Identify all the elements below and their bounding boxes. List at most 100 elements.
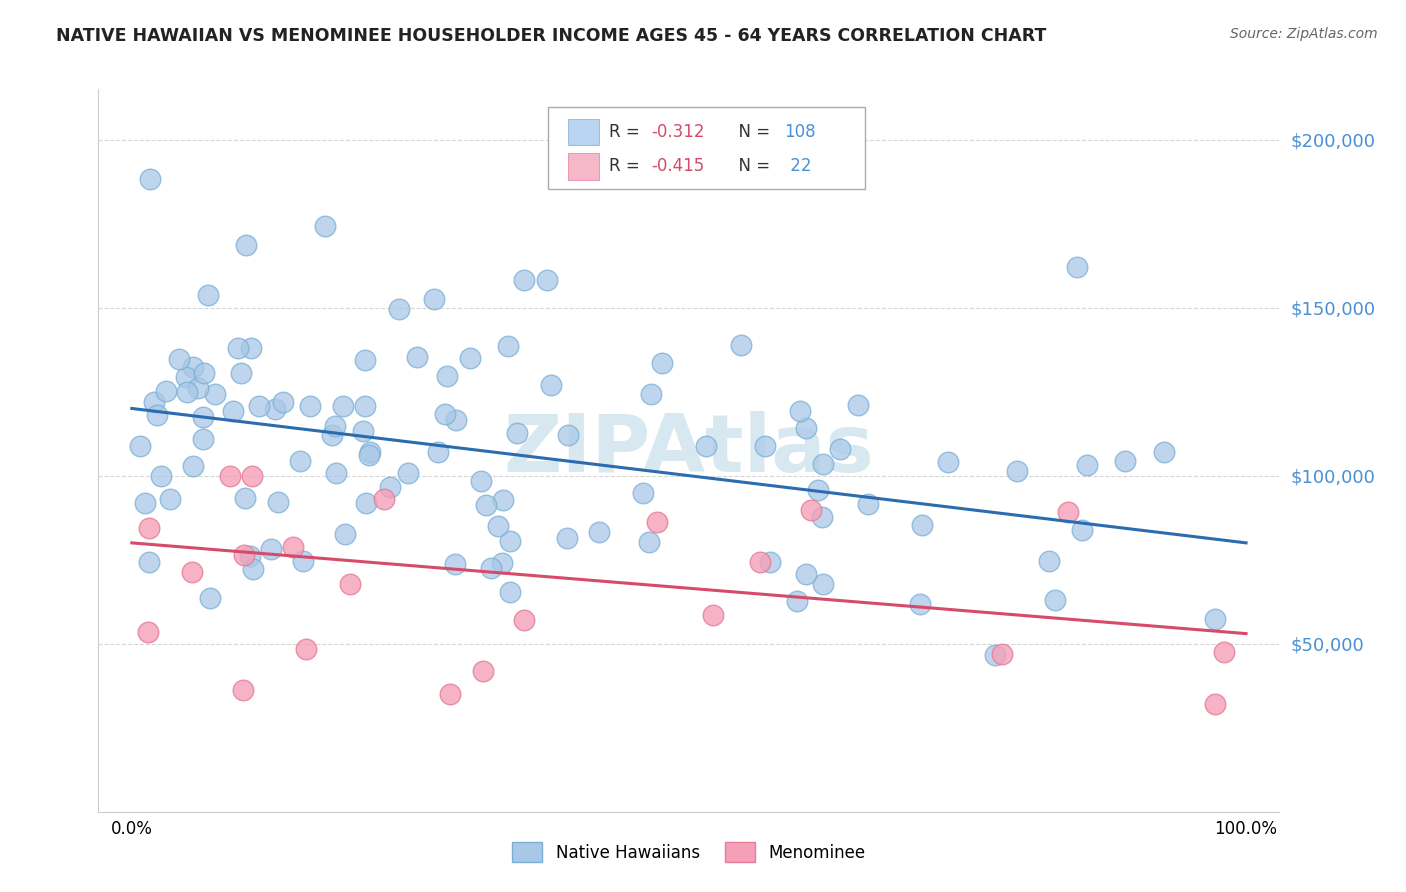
Point xyxy=(1212,645,1234,659)
Point xyxy=(540,378,562,392)
Point xyxy=(193,432,215,446)
Point xyxy=(354,496,377,510)
Point xyxy=(991,647,1014,661)
Point xyxy=(267,495,290,509)
Point xyxy=(339,577,361,591)
Text: NATIVE HAWAIIAN VS MENOMINEE HOUSEHOLDER INCOME AGES 45 - 64 YEARS CORRELATION C: NATIVE HAWAIIAN VS MENOMINEE HOUSEHOLDER… xyxy=(56,27,1046,45)
Point xyxy=(1043,593,1066,607)
Point xyxy=(936,454,959,468)
Point xyxy=(1153,445,1175,459)
Point xyxy=(557,428,579,442)
Point xyxy=(180,566,202,580)
Point xyxy=(242,562,264,576)
Point xyxy=(640,386,662,401)
Point xyxy=(811,457,834,471)
Point xyxy=(136,624,159,639)
Point xyxy=(325,466,347,480)
Point xyxy=(138,555,160,569)
Point xyxy=(273,395,295,409)
Point xyxy=(856,498,879,512)
Point xyxy=(588,524,610,539)
Point xyxy=(427,445,450,459)
Point xyxy=(423,292,446,306)
Point xyxy=(138,521,160,535)
Point xyxy=(239,549,262,563)
Text: R =: R = xyxy=(609,123,645,141)
Point xyxy=(198,591,221,606)
Point xyxy=(359,445,381,459)
Point xyxy=(333,527,356,541)
Point xyxy=(260,542,283,557)
Point xyxy=(651,356,673,370)
Point xyxy=(149,469,172,483)
Point xyxy=(181,360,204,375)
Point xyxy=(794,566,817,581)
Point xyxy=(204,387,226,401)
Point xyxy=(631,486,654,500)
Text: 108: 108 xyxy=(785,123,815,141)
Point xyxy=(155,384,177,399)
Point xyxy=(1204,612,1226,626)
Point xyxy=(174,370,197,384)
Text: Source: ZipAtlas.com: Source: ZipAtlas.com xyxy=(1230,27,1378,41)
Point xyxy=(1114,454,1136,468)
Point xyxy=(749,555,772,569)
Point xyxy=(458,351,481,365)
Point xyxy=(536,273,558,287)
Point xyxy=(235,491,257,505)
Text: -0.312: -0.312 xyxy=(651,123,704,141)
Point xyxy=(323,419,346,434)
Point xyxy=(848,399,870,413)
Point xyxy=(475,498,498,512)
Text: ZIPAtlas: ZIPAtlas xyxy=(503,411,875,490)
Point xyxy=(240,468,263,483)
Point xyxy=(128,439,150,453)
Point xyxy=(139,172,162,186)
Point xyxy=(232,683,254,698)
Point xyxy=(807,483,830,497)
Text: 22: 22 xyxy=(785,157,811,176)
Point xyxy=(828,442,851,457)
Text: -0.415: -0.415 xyxy=(651,157,704,176)
Point xyxy=(373,491,395,506)
Point xyxy=(134,496,156,510)
Point xyxy=(292,554,315,568)
Point xyxy=(491,556,513,570)
Point xyxy=(486,519,509,533)
Point xyxy=(513,273,536,287)
Point xyxy=(354,399,377,413)
Point xyxy=(730,338,752,352)
Text: N =: N = xyxy=(728,157,776,176)
Point xyxy=(1038,554,1060,568)
Point xyxy=(911,517,934,532)
Point xyxy=(499,584,522,599)
Point xyxy=(222,404,245,418)
Point xyxy=(555,531,578,545)
Point xyxy=(789,404,811,418)
Point xyxy=(499,533,522,548)
Legend: Native Hawaiians, Menominee: Native Hawaiians, Menominee xyxy=(506,836,872,869)
Point xyxy=(702,608,724,623)
Point xyxy=(263,402,285,417)
Point xyxy=(143,395,166,409)
Point xyxy=(406,350,429,364)
Point xyxy=(193,366,215,380)
Point xyxy=(146,408,169,422)
Point xyxy=(176,384,198,399)
Point xyxy=(984,648,1007,662)
Point xyxy=(491,493,513,508)
Point xyxy=(637,534,659,549)
Point xyxy=(1005,464,1028,478)
Point xyxy=(433,407,456,421)
Point xyxy=(352,424,374,438)
Point xyxy=(786,594,808,608)
Point xyxy=(811,509,834,524)
Point xyxy=(647,515,669,529)
Point xyxy=(357,448,380,462)
Point xyxy=(470,474,492,488)
Point xyxy=(191,409,214,424)
Point xyxy=(759,555,782,569)
Point xyxy=(1066,260,1088,274)
Point xyxy=(354,353,377,368)
Point xyxy=(695,439,717,453)
